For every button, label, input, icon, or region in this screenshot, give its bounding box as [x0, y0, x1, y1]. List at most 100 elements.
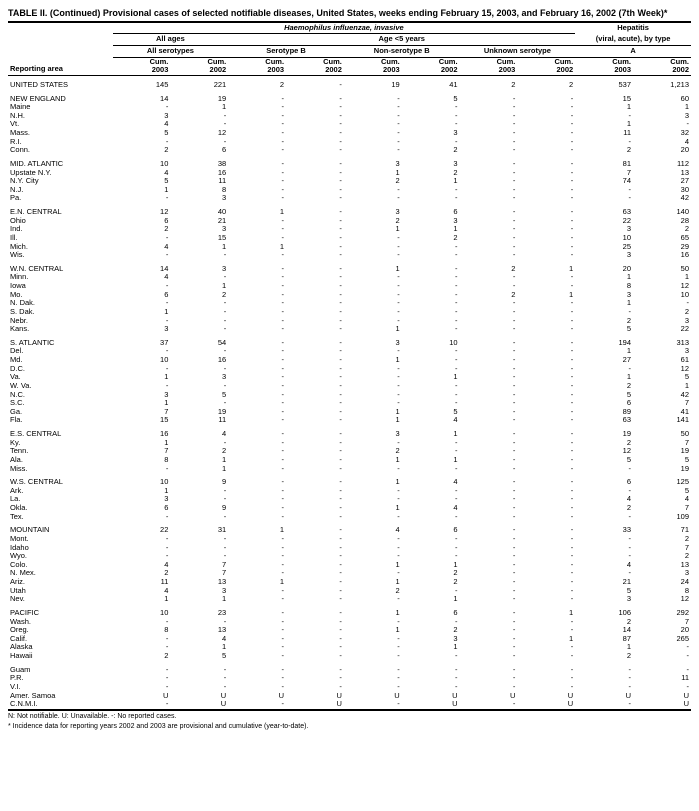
- value-cell: 13: [170, 578, 228, 587]
- cum-2002-header: Cum.2002: [633, 57, 691, 75]
- value-cell: -: [113, 535, 171, 544]
- value-cell: -: [170, 618, 228, 627]
- value-cell: 10: [113, 356, 171, 365]
- value-cell: 1: [113, 439, 171, 448]
- value-cell: -: [344, 643, 402, 652]
- value-cell: -: [286, 504, 344, 513]
- value-cell: -: [517, 194, 575, 203]
- table-row: Okla.69--14--27: [8, 504, 691, 513]
- value-cell: -: [402, 325, 460, 334]
- value-cell: -: [170, 683, 228, 692]
- area-cell: C.N.M.I.: [8, 700, 113, 710]
- value-cell: -: [113, 552, 171, 561]
- value-cell: -: [113, 643, 171, 652]
- value-cell: -: [517, 504, 575, 513]
- value-cell: -: [344, 513, 402, 522]
- value-cell: 74: [575, 177, 633, 186]
- value-cell: -: [517, 317, 575, 326]
- value-cell: -: [460, 317, 518, 326]
- value-cell: -: [460, 408, 518, 417]
- value-cell: -: [460, 138, 518, 147]
- value-cell: -: [517, 217, 575, 226]
- value-cell: 2: [575, 618, 633, 627]
- value-cell: 4: [402, 416, 460, 425]
- value-cell: 1: [113, 399, 171, 408]
- value-cell: 33: [575, 521, 633, 535]
- value-cell: -: [517, 661, 575, 675]
- area-cell: Mass.: [8, 129, 113, 138]
- value-cell: -: [286, 495, 344, 504]
- area-cell: Upstate N.Y.: [8, 169, 113, 178]
- value-cell: -: [170, 535, 228, 544]
- value-cell: 12: [113, 203, 171, 217]
- area-cell: Wis.: [8, 251, 113, 260]
- value-cell: -: [460, 618, 518, 627]
- value-cell: -: [286, 299, 344, 308]
- value-cell: 1: [228, 243, 286, 252]
- value-cell: 15: [113, 416, 171, 425]
- value-cell: 6: [170, 146, 228, 155]
- value-cell: -: [170, 299, 228, 308]
- area-cell: Calif.: [8, 635, 113, 644]
- value-cell: 3: [402, 155, 460, 169]
- value-cell: -: [286, 626, 344, 635]
- value-cell: 63: [575, 203, 633, 217]
- value-cell: 5: [575, 391, 633, 400]
- value-cell: -: [170, 251, 228, 260]
- value-cell: -: [344, 234, 402, 243]
- value-cell: 3: [113, 495, 171, 504]
- area-cell: NEW ENGLAND: [8, 90, 113, 104]
- value-cell: 1: [344, 504, 402, 513]
- value-cell: 1: [113, 595, 171, 604]
- hep-header: Hepatitis: [575, 22, 691, 34]
- value-cell: -: [460, 356, 518, 365]
- non-b-header: Non-serotype B: [344, 46, 460, 58]
- value-cell: -: [517, 308, 575, 317]
- value-cell: -: [170, 544, 228, 553]
- value-cell: 6: [575, 399, 633, 408]
- value-cell: -: [517, 578, 575, 587]
- value-cell: -: [170, 347, 228, 356]
- value-cell: -: [228, 674, 286, 683]
- table-row: Colo.47--11--413: [8, 561, 691, 570]
- value-cell: -: [286, 635, 344, 644]
- value-cell: -: [286, 282, 344, 291]
- value-cell: -: [460, 578, 518, 587]
- value-cell: -: [517, 129, 575, 138]
- value-cell: -: [286, 225, 344, 234]
- value-cell: 61: [633, 356, 691, 365]
- area-cell: Amer. Samoa: [8, 692, 113, 701]
- area-cell: Ohio: [8, 217, 113, 226]
- value-cell: 5: [633, 456, 691, 465]
- value-cell: -: [228, 317, 286, 326]
- area-cell: MID. ATLANTIC: [8, 155, 113, 169]
- value-cell: -: [460, 177, 518, 186]
- value-cell: -: [402, 291, 460, 300]
- value-cell: -: [286, 535, 344, 544]
- value-cell: -: [460, 155, 518, 169]
- value-cell: 3: [633, 317, 691, 326]
- value-cell: 30: [633, 186, 691, 195]
- table-row: Amer. SamoaUUUUUUUUUU: [8, 692, 691, 701]
- value-cell: 2: [575, 317, 633, 326]
- value-cell: -: [517, 473, 575, 487]
- value-cell: 3: [170, 260, 228, 274]
- value-cell: -: [170, 273, 228, 282]
- value-cell: 11: [170, 177, 228, 186]
- value-cell: U: [170, 692, 228, 701]
- value-cell: -: [344, 595, 402, 604]
- value-cell: -: [344, 291, 402, 300]
- value-cell: -: [575, 683, 633, 692]
- value-cell: -: [228, 456, 286, 465]
- value-cell: 1: [517, 604, 575, 618]
- value-cell: -: [228, 465, 286, 474]
- value-cell: 3: [170, 587, 228, 596]
- value-cell: -: [170, 120, 228, 129]
- cum-2003-header: Cum.2003: [113, 57, 171, 75]
- value-cell: -: [170, 513, 228, 522]
- table-row: Ark.1--------5: [8, 487, 691, 496]
- value-cell: -: [402, 495, 460, 504]
- value-cell: -: [517, 408, 575, 417]
- value-cell: -: [402, 260, 460, 274]
- value-cell: 31: [170, 521, 228, 535]
